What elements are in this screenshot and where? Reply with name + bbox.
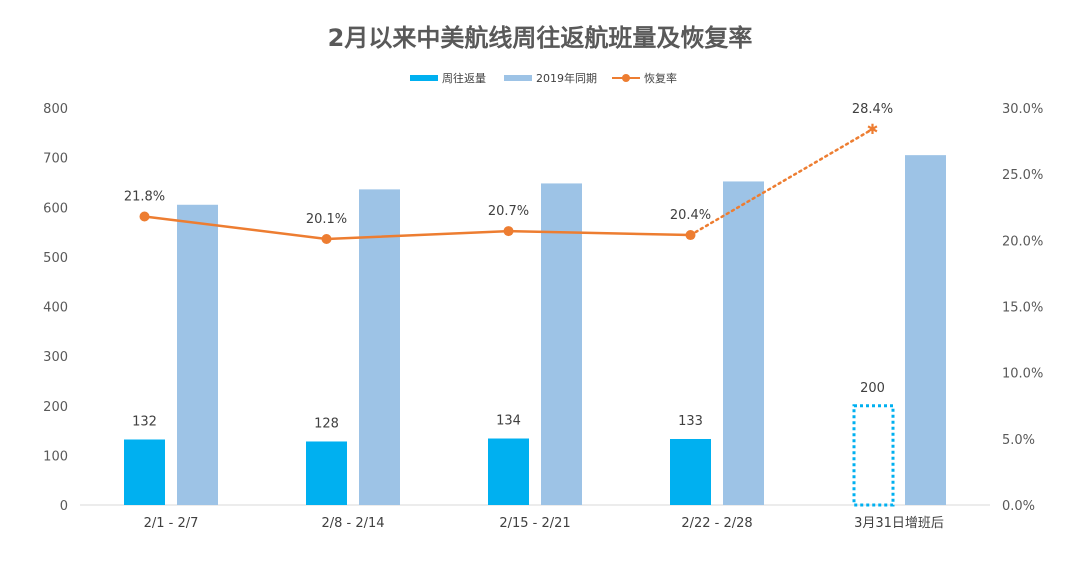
bar-weekly <box>306 441 347 505</box>
recovery-marker <box>139 211 150 222</box>
legend-swatch-2019 <box>504 75 532 81</box>
chart-title: 2月以来中美航线周往返航班量及恢复率 <box>328 24 753 52</box>
recovery-line-layer: ✱ <box>139 122 879 245</box>
right-tick-label: 20.0% <box>1002 234 1043 249</box>
legend-label-recovery: 恢复率 <box>644 71 677 85</box>
legend-label-2019: 2019年同期 <box>536 71 597 85</box>
left-tick-label: 300 <box>43 350 68 365</box>
left-tick-label: 600 <box>43 201 68 216</box>
right-tick-label: 25.0% <box>1002 168 1043 183</box>
recovery-value-label: 20.7% <box>488 204 529 219</box>
recovery-marker <box>685 230 696 241</box>
bar-weekly <box>124 439 165 505</box>
category-label: 2/1 - 2/7 <box>144 516 199 531</box>
weekly-value-label: 132 <box>132 414 157 429</box>
weekly-value-label: 200 <box>860 381 885 396</box>
x-axis: 2/1 - 2/7 2/8 - 2/14 2/15 - 2/21 2/22 - 2/2… <box>144 516 944 531</box>
left-axis: 0 100 200 300 400 500 600 700 800 <box>43 102 68 514</box>
category-label: 2/22 - 2/28 <box>681 516 752 531</box>
left-tick-label: 100 <box>43 449 68 464</box>
right-axis: 0.0% 5.0% 10.0% 15.0% 20.0% 25.0% 30.0% <box>1002 102 1043 514</box>
right-tick-label: 30.0% <box>1002 102 1043 117</box>
right-tick-label: 0.0% <box>1002 499 1035 514</box>
bar-2019 <box>541 183 582 505</box>
left-tick-label: 800 <box>43 102 68 117</box>
recovery-line-solid <box>144 215 691 241</box>
bar-2019 <box>359 189 400 505</box>
recovery-marker-projected: ✱ <box>867 122 879 138</box>
recovery-value-label: 20.4% <box>670 208 711 223</box>
left-tick-label: 0 <box>60 499 68 514</box>
right-tick-label: 15.0% <box>1002 301 1043 316</box>
legend: 周往返量 2019年同期 恢复率 <box>410 71 677 85</box>
category-label: 2/8 - 2/14 <box>321 516 384 531</box>
right-tick-label: 10.0% <box>1002 367 1043 382</box>
bar-weekly-projected <box>852 404 895 507</box>
category-label: 3月31日增班后 <box>854 516 944 531</box>
bar-2019 <box>177 204 218 506</box>
legend-label-weekly: 周往返量 <box>442 71 486 85</box>
legend-swatch-weekly <box>410 75 438 81</box>
weekly-value-label: 134 <box>496 414 521 429</box>
right-tick-label: 5.0% <box>1002 433 1035 448</box>
bar-weekly <box>670 438 711 505</box>
recovery-value-label: 28.4% <box>852 102 893 117</box>
left-tick-label: 200 <box>43 400 68 415</box>
left-tick-label: 500 <box>43 251 68 266</box>
recovery-marker <box>503 226 514 237</box>
data-labels: 132 128 134 133 200 21.8% 20.1% 20.7% 20.4% 28.4% <box>124 102 893 431</box>
bar-2019 <box>905 155 946 506</box>
recovery-value-label: 21.8% <box>124 190 165 205</box>
recovery-value-label: 20.1% <box>306 212 347 227</box>
left-tick-label: 400 <box>43 301 68 316</box>
category-label: 2/15 - 2/21 <box>499 516 570 531</box>
bars <box>124 155 946 507</box>
recovery-line-projected <box>689 127 874 237</box>
weekly-value-label: 133 <box>678 414 703 429</box>
weekly-value-label: 128 <box>314 416 339 431</box>
bar-2019 <box>723 181 764 505</box>
recovery-marker <box>321 234 332 245</box>
legend-swatch-recovery-marker <box>622 74 630 82</box>
left-tick-label: 700 <box>43 152 68 167</box>
bar-weekly <box>488 438 529 505</box>
